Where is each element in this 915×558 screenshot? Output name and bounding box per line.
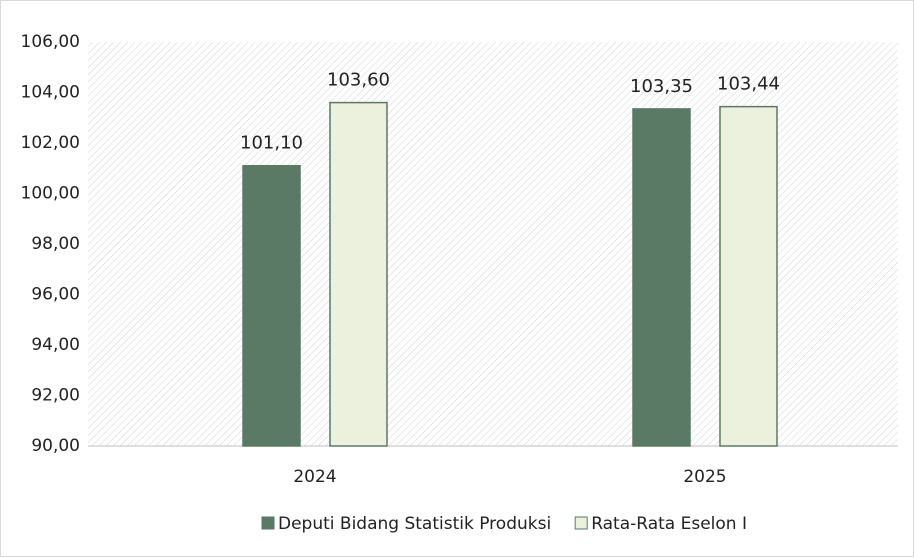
bar <box>632 108 691 447</box>
legend-swatch <box>261 516 275 530</box>
bar <box>719 105 778 447</box>
value-label: 103,60 <box>327 70 390 91</box>
y-tick-label: 102,00 <box>21 133 80 153</box>
y-tick-label: 100,00 <box>21 184 80 204</box>
y-tick-label: 106,00 <box>21 32 80 52</box>
y-tick-label: 96,00 <box>31 285 80 305</box>
value-label: 103,35 <box>630 76 693 97</box>
legend-label: Rata-Rata Eselon I <box>591 514 747 534</box>
bar <box>329 101 388 447</box>
y-tick-label: 104,00 <box>21 83 80 103</box>
value-label: 103,44 <box>717 74 780 95</box>
y-tick-label: 90,00 <box>31 436 80 456</box>
bar <box>242 164 301 447</box>
legend-swatch <box>574 516 588 530</box>
legend-label: Deputi Bidang Statistik Produksi <box>278 514 551 534</box>
x-tick-label: 2025 <box>683 467 726 487</box>
y-tick-label: 98,00 <box>31 234 80 254</box>
value-label: 101,10 <box>240 133 303 154</box>
x-tick-label: 2024 <box>293 467 336 487</box>
y-tick-label: 94,00 <box>31 335 80 355</box>
y-tick-label: 92,00 <box>31 386 80 406</box>
